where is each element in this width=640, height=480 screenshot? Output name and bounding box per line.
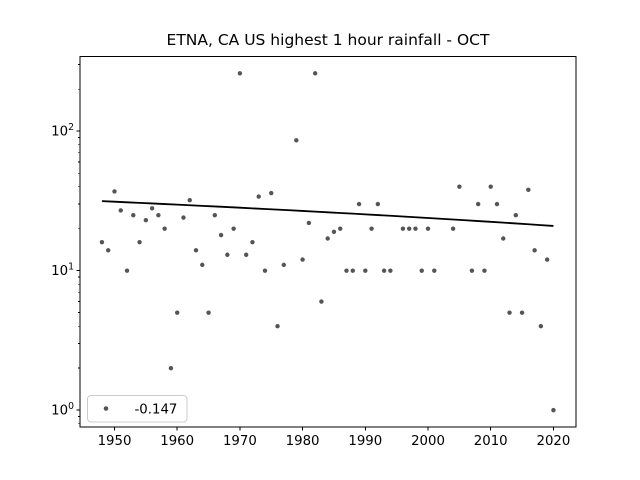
data-point: [350, 268, 355, 273]
data-point: [507, 310, 512, 315]
data-point: [262, 268, 268, 273]
data-point: [118, 208, 123, 213]
data-point: [469, 268, 475, 273]
data-point: [124, 268, 130, 273]
data-point: [231, 226, 236, 231]
data-point: [331, 229, 337, 234]
data-point: [156, 212, 161, 218]
data-point: [143, 217, 149, 223]
data-point: [526, 187, 531, 192]
data-point: [425, 226, 431, 231]
x-tick-label: 1990: [348, 434, 382, 449]
data-point: [193, 248, 199, 253]
data-point: [538, 323, 544, 329]
data-point: [400, 226, 406, 231]
trend-line: [101, 200, 554, 227]
y-tick-label: 100: [51, 401, 74, 419]
data-point: [388, 268, 393, 273]
data-point: [407, 226, 412, 231]
data-point: [275, 323, 280, 329]
data-point: [99, 239, 105, 245]
y-minor-ticks: [78, 64, 80, 425]
data-point: [369, 226, 374, 231]
x-tick-label: 2020: [537, 434, 571, 449]
data-point: [168, 365, 174, 371]
data-point: [338, 226, 343, 231]
data-point: [250, 239, 255, 245]
data-point: [306, 220, 312, 226]
y-tick-label: 101: [51, 262, 74, 280]
data-point: [381, 268, 387, 273]
data-point: [269, 190, 274, 196]
data-point: [294, 138, 299, 143]
data-point: [475, 201, 481, 207]
data-point: [206, 310, 211, 315]
y-major-ticks: [76, 130, 80, 411]
data-point: [501, 236, 506, 241]
data-point: [482, 268, 487, 273]
legend-box: [87, 395, 188, 423]
data-point: [225, 252, 230, 257]
data-point: [457, 184, 462, 189]
data-point: [174, 310, 180, 315]
data-point: [200, 262, 205, 268]
data-point: [312, 71, 318, 76]
data-point: [218, 232, 224, 238]
data-point: [488, 184, 493, 189]
x-tick-labels: 1950 1960 1970 1980 1990 2000 2010 2020: [98, 434, 571, 449]
data-point: [106, 248, 111, 253]
legend: -0.147: [87, 395, 188, 423]
data-point: [162, 226, 167, 231]
data-point: [551, 407, 556, 413]
data-point: [325, 236, 330, 241]
x-ticks: [113, 427, 554, 431]
data-point: [356, 201, 362, 207]
data-point: [137, 239, 142, 245]
data-point: [494, 201, 500, 207]
y-tick-label: 102: [51, 122, 74, 140]
scatter-points: [99, 71, 556, 413]
data-point: [131, 212, 136, 218]
data-point: [413, 226, 418, 231]
data-point: [243, 252, 249, 257]
data-point: [149, 206, 155, 211]
data-point: [375, 201, 381, 207]
data-point: [212, 212, 218, 218]
x-tick-label: 2010: [474, 434, 508, 449]
data-point: [181, 215, 186, 220]
data-point: [237, 71, 243, 76]
data-point: [419, 268, 424, 273]
data-point: [513, 212, 519, 218]
chart-title: ETNA, CA US highest 1 hour rainfall - OC…: [167, 31, 490, 49]
data-point: [256, 194, 261, 199]
data-point: [281, 262, 286, 268]
plot-frame: [79, 56, 577, 428]
data-point: [544, 257, 550, 262]
data-point: [187, 197, 192, 203]
data-point: [112, 189, 117, 194]
legend-marker-icon: [103, 406, 109, 411]
legend-label: -0.147: [135, 403, 178, 418]
data-point: [363, 268, 368, 273]
x-tick-label: 1950: [98, 434, 132, 449]
x-tick-label: 1970: [223, 434, 257, 449]
data-point: [450, 226, 456, 231]
y-tick-labels: 100 101 102: [51, 122, 74, 418]
data-point: [432, 268, 437, 273]
data-point: [319, 299, 324, 304]
data-point: [344, 268, 349, 273]
x-tick-label: 2000: [411, 434, 445, 449]
data-point: [532, 248, 537, 253]
data-point: [300, 257, 305, 262]
data-point: [519, 310, 525, 315]
x-tick-label: 1960: [160, 434, 194, 449]
x-tick-label: 1980: [286, 434, 320, 449]
